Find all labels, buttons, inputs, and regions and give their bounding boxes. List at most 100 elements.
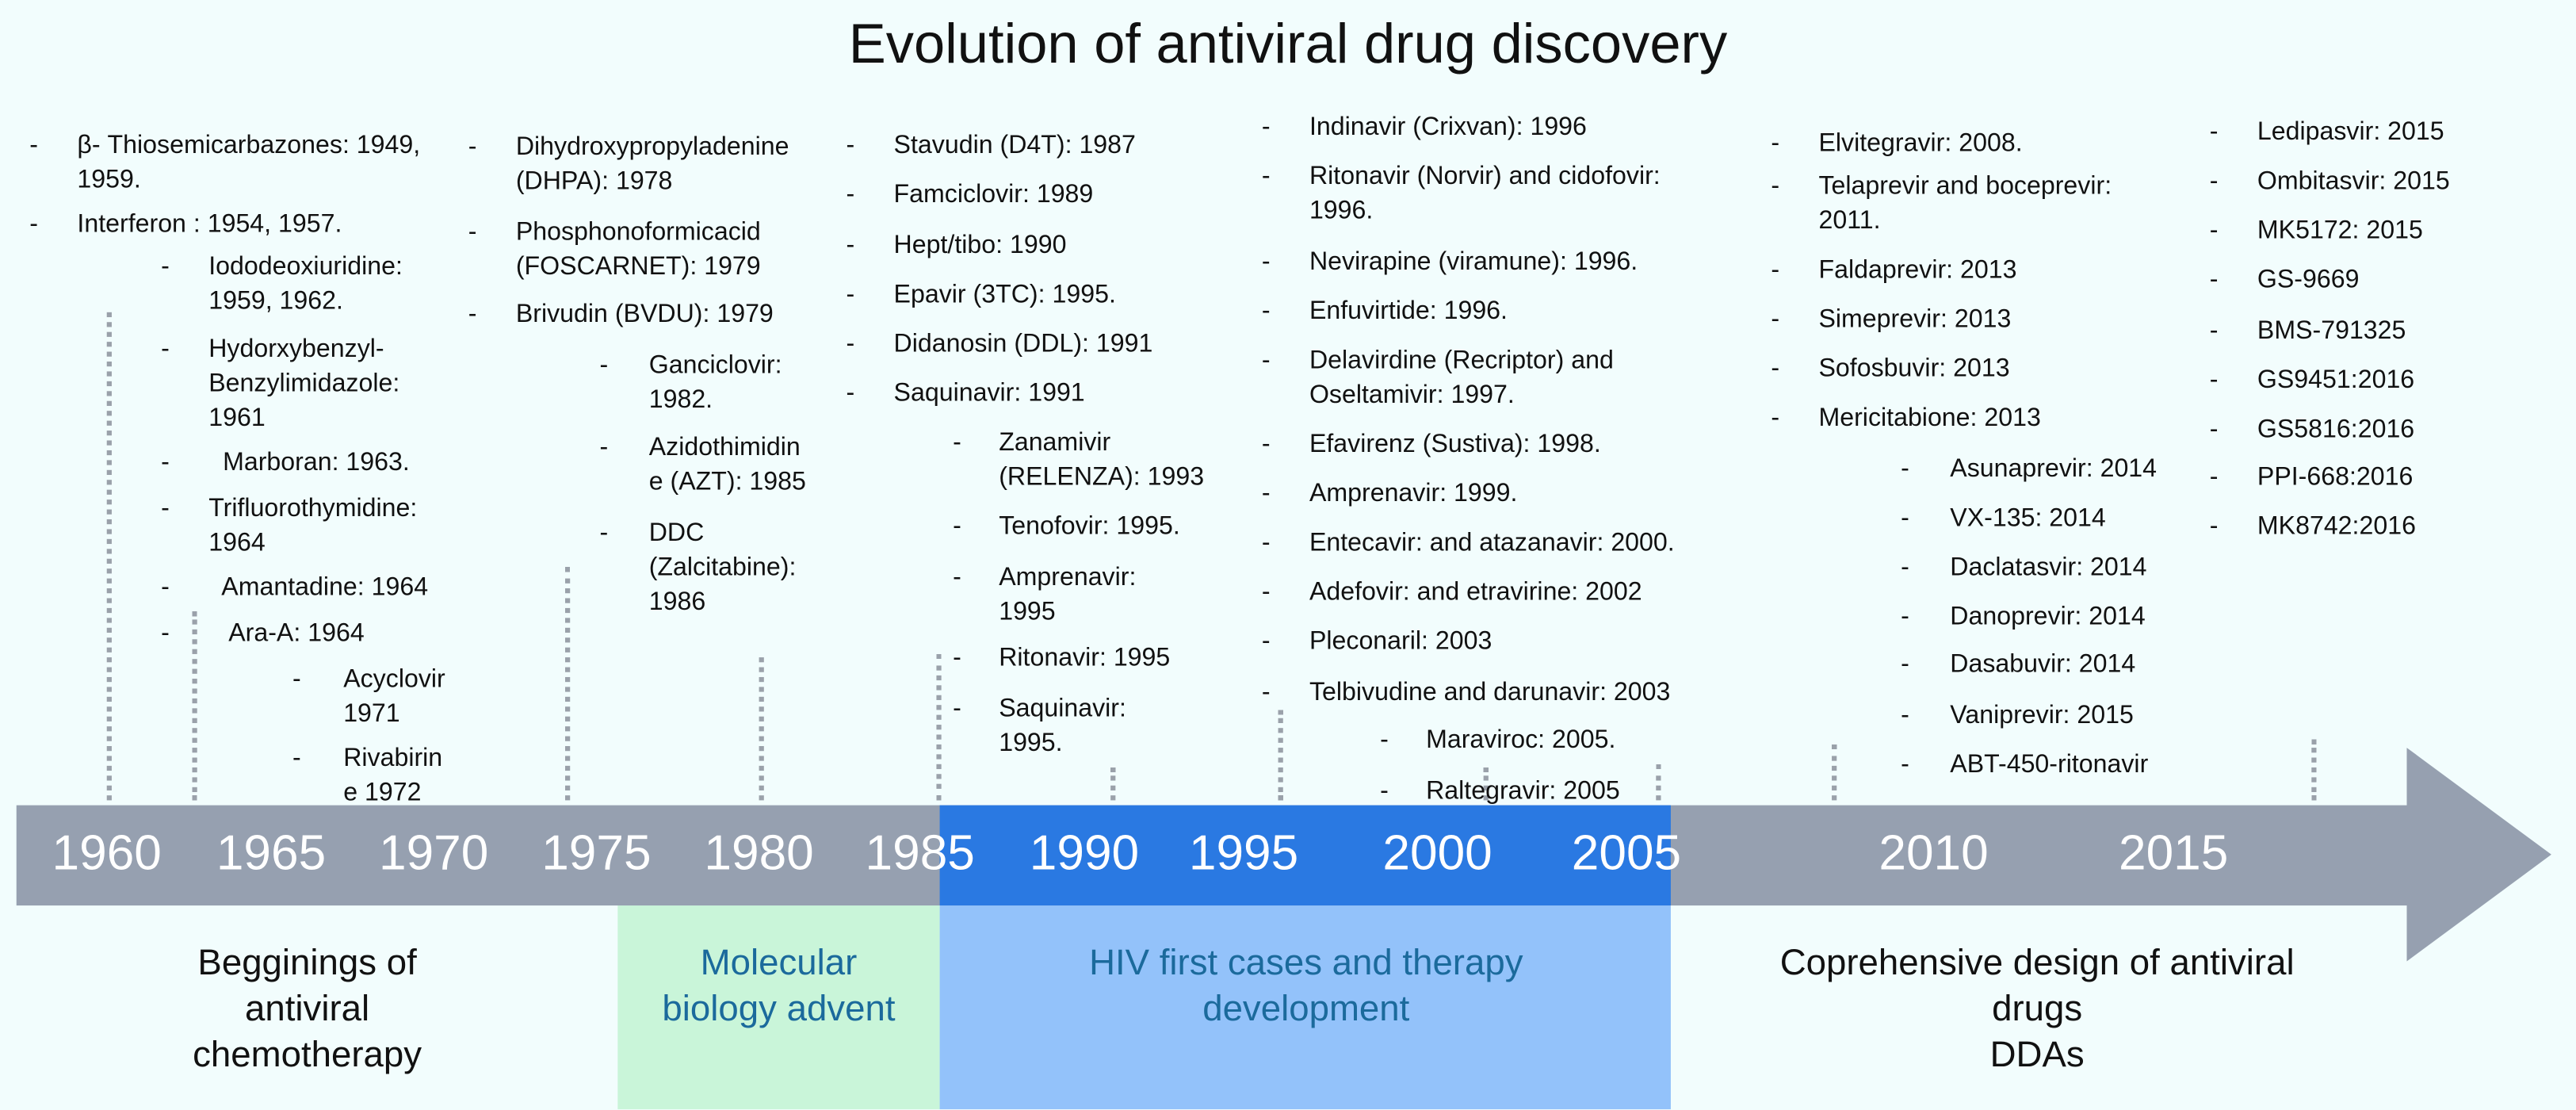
drug-entry: Stavudin (D4T): 1987 — [893, 130, 1136, 159]
era-label: Coprehensive design of antiviral drugs D… — [1779, 941, 2295, 1075]
bullet-dash: - — [1771, 171, 1780, 200]
bullet-dash: - — [599, 433, 609, 461]
bullet-dash: - — [292, 743, 301, 772]
drug-entry: Indinavir (Crixvan): 1996 — [1309, 112, 1587, 141]
bullet-dash: - — [1901, 701, 1909, 729]
drug-entry: MK8742:2016 — [2257, 511, 2416, 540]
year-label: 1990 — [1029, 826, 1140, 881]
bullet-dash: - — [1771, 255, 1780, 284]
drug-entry: PPI-668:2016 — [2257, 462, 2414, 491]
dotted-connector — [759, 657, 764, 801]
bullet-dash: - — [1261, 247, 1271, 276]
drug-entry: Famciclovir: 1989 — [893, 179, 1094, 209]
drug-entry: Maraviroc: 2005. — [1426, 725, 1616, 754]
drug-entry: Saquinavir: 1995. — [999, 694, 1126, 757]
dotted-connector — [1110, 767, 1116, 801]
bullet-dash: - — [1261, 297, 1271, 325]
year-label: 1975 — [541, 826, 652, 881]
drug-entry: Azidothimidin e (AZT): 1985 — [648, 433, 806, 496]
dotted-connector — [1832, 744, 1837, 801]
drug-entry: Elvitegravir: 2008. — [1818, 128, 2023, 157]
bullet-dash: - — [29, 209, 39, 238]
bullet-dash: - — [1261, 528, 1271, 557]
bullet-dash: - — [1901, 750, 1909, 779]
bullet-dash: - — [161, 252, 170, 281]
bullet-dash: - — [1901, 649, 1909, 678]
bullet-dash: - — [1771, 304, 1780, 333]
bullet-dash: - — [599, 518, 609, 547]
drug-entry: ABT-450-ritonavir — [1950, 750, 2149, 779]
bullet-dash: - — [953, 562, 961, 591]
drug-entry: Simeprevir: 2013 — [1818, 304, 2012, 333]
bullet-dash: - — [846, 231, 855, 259]
drug-entry: Raltegravir: 2005 — [1426, 776, 1620, 805]
bullet-dash: - — [1771, 354, 1780, 382]
drug-entry: Amprenavir: 1999. — [1309, 479, 1518, 507]
bullet-dash: - — [468, 132, 477, 161]
drug-entry: Daclatasvir: 2014 — [1950, 553, 2147, 581]
era-label: Molecular biology advent — [662, 941, 896, 1029]
drug-entry: GS9451:2016 — [2257, 366, 2415, 394]
dotted-connector — [192, 611, 197, 801]
drug-entry: Trifluorothymidine: 1964 — [208, 493, 418, 557]
bullet-dash: - — [1771, 403, 1780, 432]
drug-entry: Pleconaril: 2003 — [1309, 626, 1492, 655]
bullet-dash: - — [2209, 462, 2219, 491]
bullet-dash: - — [29, 130, 39, 159]
year-label: 1985 — [865, 826, 975, 881]
drug-entry: Brivudin (BVDU): 1979 — [515, 300, 774, 328]
year-label: 2015 — [2119, 826, 2229, 881]
drug-entry: Asunaprevir: 2014 — [1950, 454, 2157, 483]
bullet-dash: - — [846, 280, 855, 308]
dotted-connector — [1656, 764, 1661, 801]
bullet-dash: - — [1380, 776, 1389, 805]
drug-entry: Hept/tibo: 1990 — [893, 231, 1067, 259]
drug-entry: Rivabirin e 1972 — [343, 743, 443, 806]
drug-entry: Mericitabione: 2013 — [1818, 403, 2041, 432]
diagram-title: Evolution of antiviral drug discovery — [848, 13, 1728, 76]
bullet-dash: - — [292, 664, 301, 693]
drug-entry: Adefovir: and etravirine: 2002 — [1309, 577, 1642, 606]
dotted-connector — [936, 653, 942, 801]
drug-entry: Ritonavir (Norvir) and cidofovir: 1996. — [1309, 162, 1661, 224]
drug-entry: Phosphonoformicacid (FOSCARNET): 1979 — [515, 217, 761, 281]
year-label: 2010 — [1878, 826, 1989, 881]
bullet-dash: - — [1901, 454, 1909, 483]
drug-entry: GS5816:2016 — [2257, 415, 2415, 443]
drug-entry: Dasabuvir: 2014 — [1950, 649, 2136, 678]
drug-entry: Delavirdine (Recriptor) and Oseltamivir:… — [1309, 346, 1614, 409]
bullet-dash: - — [1901, 602, 1909, 630]
drug-entry: Vaniprevir: 2015 — [1950, 701, 2134, 729]
drug-entry: Amprenavir: 1995 — [999, 562, 1137, 626]
drug-entry: Tenofovir: 1995. — [999, 511, 1180, 540]
bullet-dash: - — [953, 694, 961, 722]
drug-entry: GS-9669 — [2257, 265, 2360, 293]
year-label: 1960 — [52, 826, 162, 881]
drug-entry: Interferon : 1954, 1957. — [77, 209, 342, 238]
drug-entry: Entecavir: and atazanavir: 2000. — [1309, 528, 1675, 557]
drug-entry: Danoprevir: 2014 — [1950, 602, 2146, 630]
drug-entry: BMS-791325 — [2257, 316, 2406, 345]
bullet-dash: - — [953, 643, 961, 672]
dotted-connector — [106, 312, 112, 801]
year-label: 1965 — [216, 826, 327, 881]
bullet-dash: - — [1901, 503, 1909, 532]
bullet-dash: - — [1261, 162, 1271, 190]
drug-entry: Faldaprevir: 2013 — [1818, 255, 2017, 284]
drug-entry: Acyclovir 1971 — [343, 664, 445, 728]
bullet-dash: - — [1901, 553, 1909, 581]
bullet-dash: - — [161, 572, 170, 601]
year-label: 2000 — [1382, 826, 1492, 881]
bullet-dash: - — [599, 350, 609, 379]
drug-entry: Epavir (3TC): 1995. — [893, 280, 1116, 308]
bullet-dash: - — [468, 217, 477, 246]
drug-entry: Zanamivir (RELENZA): 1993 — [999, 427, 1205, 491]
drug-entry: Amantadine: 1964 — [208, 572, 429, 601]
bullet-dash: - — [2209, 366, 2219, 394]
bullet-dash: - — [161, 447, 170, 477]
drug-entry: Ganciclovir: 1982. — [648, 350, 782, 414]
year-label: 1980 — [704, 826, 814, 881]
bullet-dash: - — [1261, 112, 1271, 141]
bullet-dash: - — [2209, 511, 2219, 540]
